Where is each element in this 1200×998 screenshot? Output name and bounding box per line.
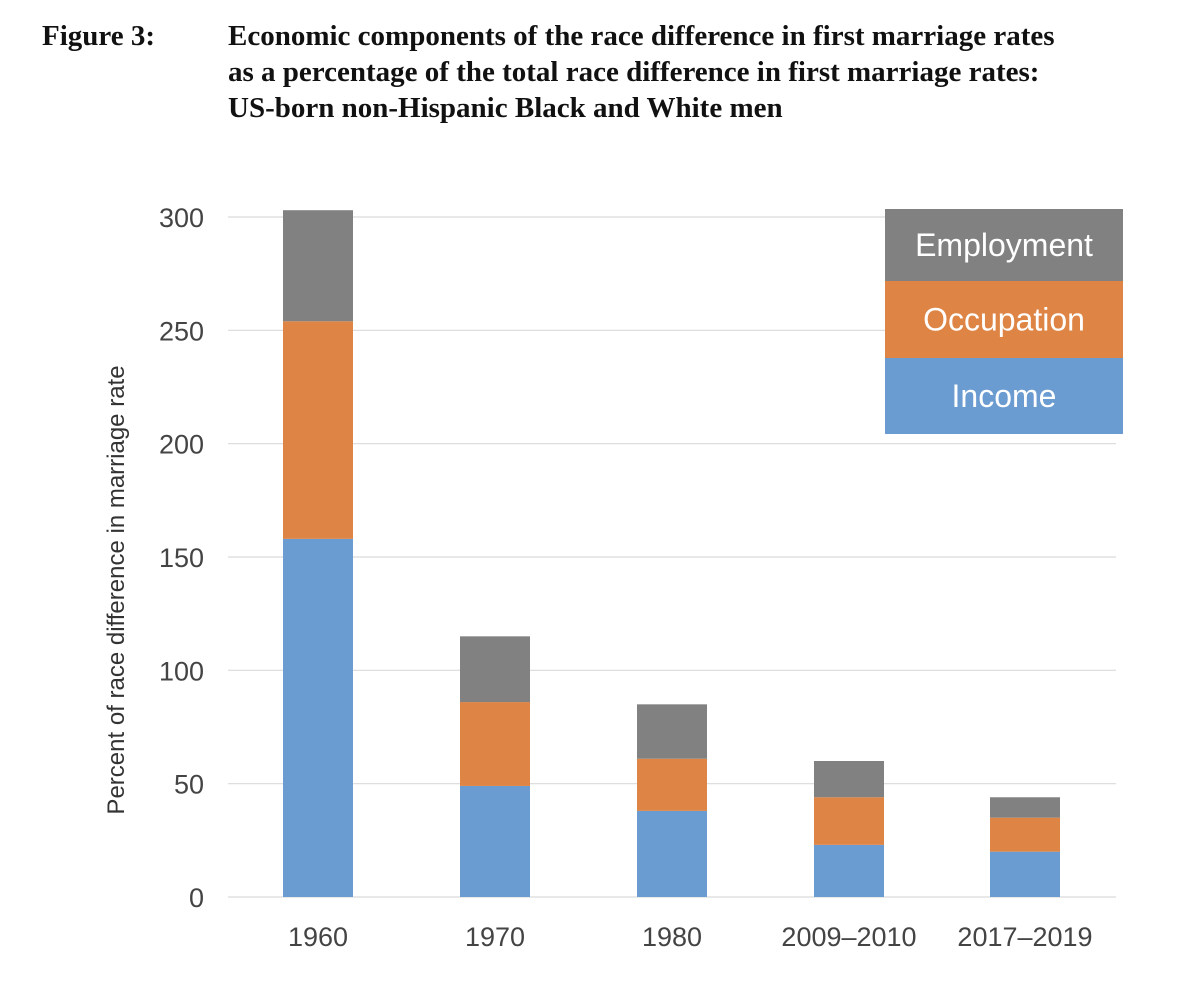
bar-1970-income — [460, 785, 530, 897]
x-tick-label-1980: 1980 — [642, 922, 702, 952]
figure-title-line-1: Economic components of the race differen… — [228, 20, 1055, 52]
bar-1980-employment — [637, 704, 707, 759]
figure-title-line-3: US-born non-Hispanic Black and White men — [228, 92, 783, 124]
figure-title: Economic components of the race differen… — [228, 18, 1188, 126]
x-tick-label-1970: 1970 — [465, 922, 525, 952]
bars — [283, 210, 1060, 897]
y-tick-label-0: 0 — [189, 883, 204, 913]
bar-2017-2019-occupation — [990, 817, 1060, 852]
bar-2009-2010-income — [814, 844, 884, 897]
bar-1960-income — [283, 538, 353, 897]
legend-label-occupation: Occupation — [923, 302, 1085, 338]
bar-2017-2019-employment — [990, 797, 1060, 818]
bar-2009-2010-occupation — [814, 797, 884, 845]
y-tick-label-200: 200 — [159, 430, 204, 460]
x-tick-label-2009-2010: 2009–2010 — [781, 922, 916, 952]
y-axis-ticks: 0 50 100 150 200 250 300 — [159, 203, 204, 913]
y-tick-label-250: 250 — [159, 316, 204, 346]
bar-1960-occupation — [283, 321, 353, 539]
bar-2017-2019-income — [990, 851, 1060, 897]
bar-1970-occupation — [460, 702, 530, 786]
bar-1980-income — [637, 810, 707, 897]
legend-swatch-occupation — [885, 281, 1123, 358]
figure-title-line-2: as a percentage of the total race differ… — [228, 56, 1040, 88]
y-axis-label: Percent of race difference in marriage r… — [103, 365, 130, 814]
legend-swatch-income — [885, 358, 1123, 434]
x-axis-ticks: 1960 1970 1980 2009–2010 2017–2019 — [288, 922, 1093, 952]
bar-1980-occupation — [637, 758, 707, 811]
x-tick-label-2017-2019: 2017–2019 — [957, 922, 1092, 952]
bar-1960-employment — [283, 210, 353, 322]
figure-label: Figure 3: — [42, 20, 156, 52]
figure-header: Figure 3: Economic components of the rac… — [0, 18, 1200, 138]
x-tick-label-1960: 1960 — [288, 922, 348, 952]
legend-swatch-employment — [885, 209, 1123, 281]
bar-2009-2010-employment — [814, 761, 884, 798]
legend: Employment Occupation Income — [885, 209, 1123, 434]
y-tick-label-150: 150 — [159, 543, 204, 573]
y-tick-label-300: 300 — [159, 203, 204, 233]
legend-label-employment: Employment — [915, 227, 1093, 263]
y-tick-label-50: 50 — [174, 770, 204, 800]
legend-label-income: Income — [952, 378, 1057, 414]
bar-1970-employment — [460, 636, 530, 703]
y-tick-label-100: 100 — [159, 656, 204, 686]
